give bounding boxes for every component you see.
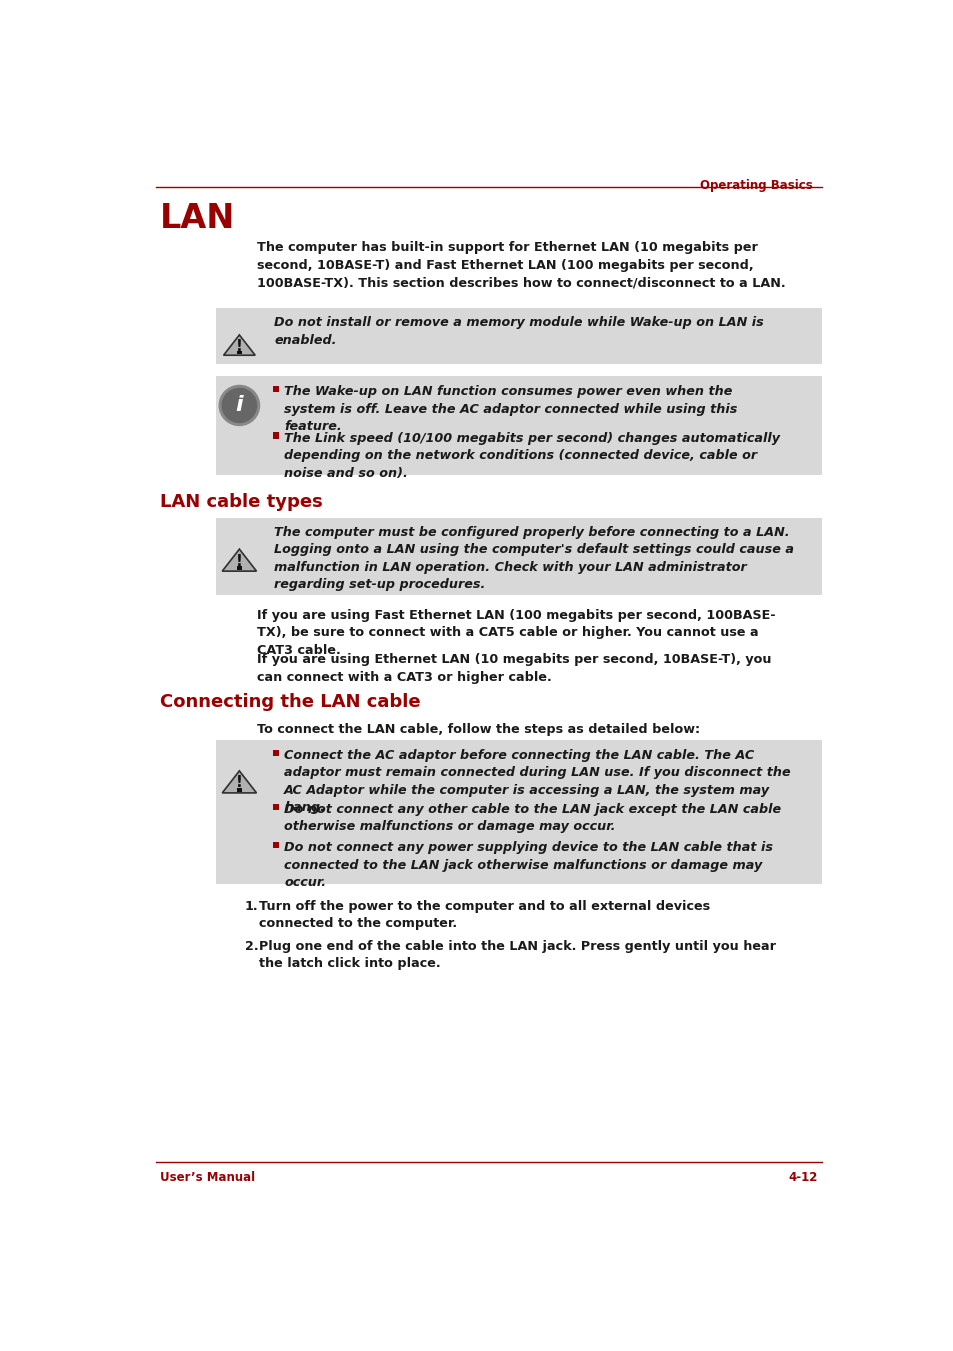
Circle shape: [222, 389, 256, 423]
Polygon shape: [222, 549, 256, 571]
Bar: [236, 788, 242, 792]
Text: 4-12: 4-12: [788, 1171, 818, 1183]
Polygon shape: [222, 771, 256, 793]
Polygon shape: [223, 335, 254, 355]
Bar: [236, 351, 242, 354]
Text: If you are using Ethernet LAN (10 megabits per second, 10BASE-T), you
can connec: If you are using Ethernet LAN (10 megabi…: [257, 654, 771, 684]
Text: !: !: [235, 339, 243, 354]
Text: Connecting the LAN cable: Connecting the LAN cable: [159, 693, 419, 712]
Text: To connect the LAN cable, follow the steps as detailed below:: To connect the LAN cable, follow the ste…: [257, 723, 700, 736]
Text: The Link speed (10/100 megabits per second) changes automatically
depending on t: The Link speed (10/100 megabits per seco…: [284, 431, 780, 480]
Text: Do not connect any other cable to the LAN jack except the LAN cable
otherwise ma: Do not connect any other cable to the LA…: [284, 802, 781, 834]
Text: User’s Manual: User’s Manual: [159, 1171, 254, 1183]
Bar: [236, 566, 242, 570]
Text: i: i: [235, 396, 243, 416]
Bar: [273, 432, 278, 439]
Text: The computer has built-in support for Ethernet LAN (10 megabits per
second, 10BA: The computer has built-in support for Et…: [257, 242, 785, 289]
Text: LAN cable types: LAN cable types: [159, 493, 322, 511]
Text: The Wake-up on LAN function consumes power even when the
system is off. Leave th: The Wake-up on LAN function consumes pow…: [284, 385, 737, 434]
FancyBboxPatch shape: [216, 308, 821, 363]
Text: !: !: [235, 775, 243, 790]
Bar: [273, 804, 278, 809]
FancyBboxPatch shape: [216, 517, 821, 594]
Bar: [273, 750, 278, 755]
FancyBboxPatch shape: [216, 739, 821, 885]
Text: Operating Basics: Operating Basics: [700, 180, 812, 192]
Text: !: !: [235, 554, 243, 569]
Circle shape: [219, 385, 259, 426]
Text: Do not install or remove a memory module while Wake-up on LAN is
enabled.: Do not install or remove a memory module…: [274, 316, 763, 347]
Text: Turn off the power to the computer and to all external devices
connected to the : Turn off the power to the computer and t…: [258, 900, 709, 931]
FancyBboxPatch shape: [216, 376, 821, 474]
Text: 1.: 1.: [245, 900, 258, 913]
Text: Plug one end of the cable into the LAN jack. Press gently until you hear
the lat: Plug one end of the cable into the LAN j…: [258, 940, 775, 970]
Text: Do not connect any power supplying device to the LAN cable that is
connected to : Do not connect any power supplying devic…: [284, 842, 773, 889]
Bar: [273, 842, 278, 848]
Text: LAN: LAN: [159, 203, 234, 235]
Text: If you are using Fast Ethernet LAN (100 megabits per second, 100BASE-
TX), be su: If you are using Fast Ethernet LAN (100 …: [257, 609, 775, 657]
Text: The computer must be configured properly before connecting to a LAN.
Logging ont: The computer must be configured properly…: [274, 526, 794, 590]
Text: Connect the AC adaptor before connecting the LAN cable. The AC
adaptor must rema: Connect the AC adaptor before connecting…: [284, 748, 790, 815]
Bar: [273, 386, 278, 392]
Text: 2.: 2.: [245, 940, 258, 952]
